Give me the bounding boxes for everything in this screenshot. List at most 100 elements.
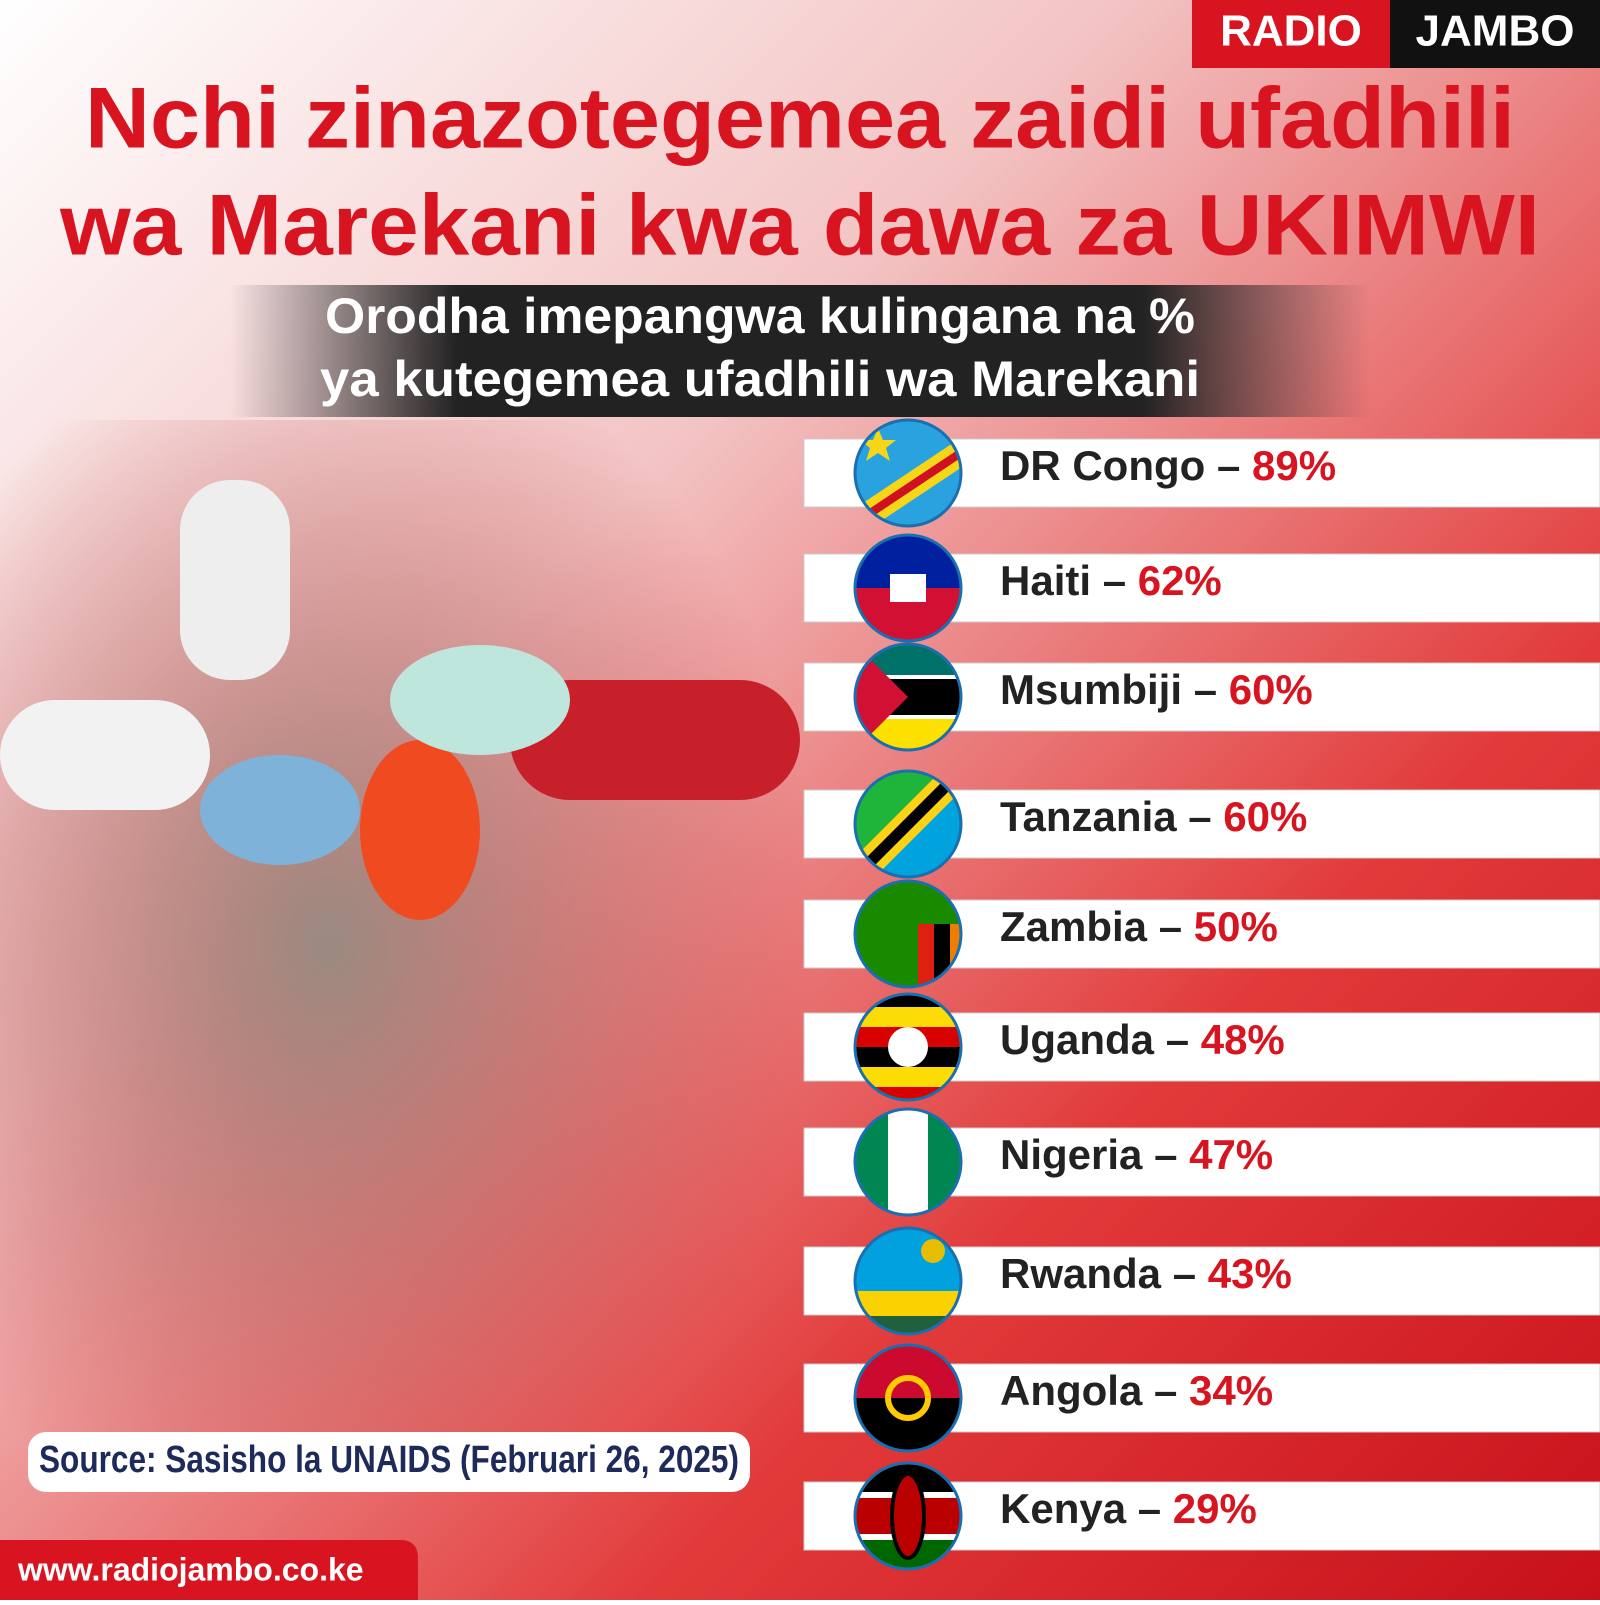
flag-ring bbox=[853, 418, 963, 528]
flag bbox=[856, 1291, 960, 1316]
pills bbox=[0, 480, 800, 920]
title-line: Nchi zinazotegemea zaidi ufadhili bbox=[85, 71, 1515, 167]
flag-icon bbox=[853, 1226, 963, 1336]
percent: 29% bbox=[1173, 1485, 1257, 1532]
flag-icon bbox=[853, 418, 963, 528]
list-item: Msumbiji – 60% bbox=[803, 642, 1600, 752]
list-item: Kenya – 29% bbox=[803, 1461, 1600, 1571]
separator: – bbox=[1154, 1367, 1177, 1414]
flag bbox=[856, 772, 960, 876]
percent: 50% bbox=[1194, 903, 1278, 950]
website-bg bbox=[0, 1540, 418, 1600]
percent: 89% bbox=[1252, 442, 1336, 489]
subtitle-line: ya kutegemea ufadhili wa Marekani bbox=[320, 351, 1200, 407]
flag-ring bbox=[853, 533, 963, 643]
flag bbox=[856, 1007, 960, 1027]
flag bbox=[918, 924, 934, 986]
separator: – bbox=[1154, 1131, 1177, 1178]
flag bbox=[890, 574, 926, 602]
flag-ring bbox=[853, 642, 963, 752]
percent: 43% bbox=[1208, 1250, 1292, 1297]
country: Rwanda bbox=[1000, 1250, 1162, 1297]
flag bbox=[885, 1375, 931, 1421]
item-label: DR Congo – 89% bbox=[1000, 442, 1336, 489]
flag-ring bbox=[853, 879, 963, 989]
item-label: Rwanda – 43% bbox=[1000, 1250, 1292, 1297]
country: Uganda bbox=[1000, 1016, 1155, 1063]
brand-right: JAMBO bbox=[1416, 7, 1575, 56]
website: www.radiojambo.co.ke bbox=[17, 1551, 364, 1587]
item-label: Msumbiji – 60% bbox=[1000, 666, 1313, 713]
item-label: Uganda – 48% bbox=[1000, 1016, 1285, 1063]
separator: – bbox=[1159, 903, 1182, 950]
flag bbox=[856, 443, 960, 525]
country: Nigeria bbox=[1000, 1131, 1143, 1178]
country: Angola bbox=[1000, 1367, 1143, 1414]
percent: 60% bbox=[1223, 793, 1307, 840]
flag-ring bbox=[853, 1107, 963, 1217]
subtitle-bg bbox=[230, 285, 1370, 417]
separator: – bbox=[1138, 1485, 1161, 1532]
flag bbox=[856, 882, 960, 986]
separator: – bbox=[1103, 557, 1126, 604]
flag bbox=[856, 772, 960, 876]
separator: – bbox=[1194, 666, 1217, 713]
percent: 62% bbox=[1138, 557, 1222, 604]
flag-ring bbox=[853, 1461, 963, 1571]
list-item: Rwanda – 43% bbox=[803, 1226, 1600, 1336]
brand-left-bg bbox=[1192, 0, 1390, 68]
flag-icon bbox=[853, 879, 963, 989]
percent: 60% bbox=[1229, 666, 1313, 713]
source-box bbox=[28, 1432, 750, 1492]
item-label: Tanzania – 60% bbox=[1000, 793, 1307, 840]
list: DR Congo – 89%Haiti – 62%Msumbiji – 60%T… bbox=[803, 418, 1600, 1571]
flag bbox=[860, 428, 896, 461]
brand-right-bg bbox=[1390, 0, 1600, 68]
percent: 34% bbox=[1189, 1367, 1273, 1414]
flag bbox=[856, 1067, 960, 1087]
flag-ring bbox=[853, 769, 963, 879]
photo bbox=[0, 420, 820, 1470]
flag bbox=[921, 1239, 945, 1263]
separator: – bbox=[1188, 793, 1211, 840]
list-item: Angola – 34% bbox=[803, 1343, 1600, 1453]
brand-left: RADIO bbox=[1220, 7, 1362, 56]
separator: – bbox=[1173, 1250, 1196, 1297]
country: Zambia bbox=[1000, 903, 1148, 950]
country: DR Congo bbox=[1000, 442, 1205, 489]
flag bbox=[888, 1027, 928, 1067]
country: Tanzania bbox=[1000, 793, 1177, 840]
flag-ring bbox=[853, 992, 963, 1102]
percent: 47% bbox=[1189, 1131, 1273, 1178]
item-label: Nigeria – 47% bbox=[1000, 1131, 1273, 1178]
flag bbox=[950, 924, 960, 986]
item-label: Haiti – 62% bbox=[1000, 557, 1222, 604]
separator: – bbox=[1166, 1016, 1189, 1063]
item-label: Angola – 34% bbox=[1000, 1367, 1273, 1414]
list-item: DR Congo – 89% bbox=[803, 418, 1600, 528]
subtitle-line: Orodha imepangwa kulingana na % bbox=[325, 288, 1195, 344]
title-line: wa Marekani kwa dawa za UKIMWI bbox=[59, 178, 1540, 274]
source: Source: Sasisho la UNAIDS (Februari 26, … bbox=[39, 1439, 739, 1481]
flag-icon bbox=[853, 769, 963, 879]
country: Haiti bbox=[1000, 557, 1091, 604]
flag bbox=[856, 715, 960, 719]
flag bbox=[890, 1472, 926, 1560]
flag bbox=[856, 675, 960, 679]
flag bbox=[888, 1110, 928, 1214]
list-item: Nigeria – 47% bbox=[803, 1107, 1600, 1217]
separator: – bbox=[1217, 442, 1240, 489]
item-label: Kenya – 29% bbox=[1000, 1485, 1257, 1532]
country: Msumbiji bbox=[1000, 666, 1182, 713]
flag-ring bbox=[853, 1343, 963, 1453]
list-item: Zambia – 50% bbox=[803, 879, 1600, 989]
flag bbox=[856, 1110, 960, 1214]
flag-ring bbox=[853, 1226, 963, 1336]
country: Kenya bbox=[1000, 1485, 1127, 1532]
list-item: Tanzania – 60% bbox=[803, 769, 1600, 879]
flag-icon bbox=[853, 1107, 963, 1217]
percent: 48% bbox=[1201, 1016, 1285, 1063]
item-label: Zambia – 50% bbox=[1000, 903, 1278, 950]
